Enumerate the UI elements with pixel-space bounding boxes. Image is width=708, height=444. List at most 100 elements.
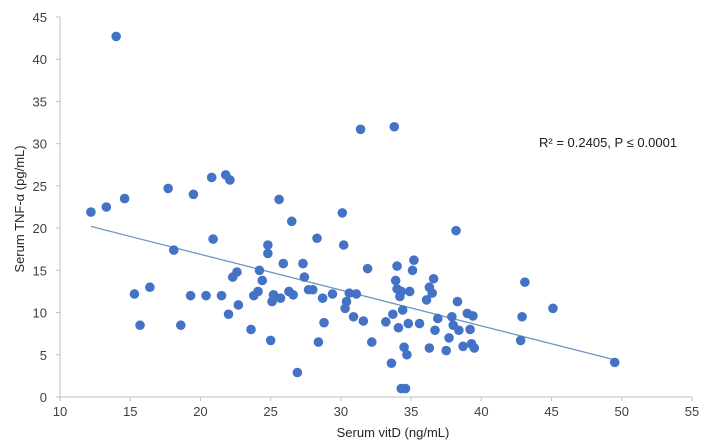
x-tick-label: 35 — [404, 404, 418, 419]
data-point — [452, 296, 463, 307]
data-point — [216, 290, 227, 301]
y-tick-label: 25 — [33, 179, 47, 194]
data-point — [444, 333, 454, 343]
y-tick-labels: 0 5 10 15 20 25 30 35 40 45 — [33, 10, 60, 405]
data-point — [441, 345, 452, 356]
data-point — [447, 311, 457, 322]
data-point — [348, 311, 359, 322]
data-point — [206, 172, 217, 183]
data-point — [451, 225, 461, 236]
y-tick-label: 35 — [33, 94, 47, 109]
y-tick-label: 40 — [33, 52, 47, 67]
data-point — [421, 295, 432, 305]
data-point — [388, 309, 398, 320]
data-point — [313, 337, 324, 347]
data-point — [288, 290, 298, 300]
x-tick-label: 10 — [53, 404, 67, 419]
data-point — [101, 202, 112, 212]
data-point — [257, 275, 268, 286]
data-point — [175, 320, 186, 331]
data-point — [428, 273, 439, 284]
data-point — [208, 234, 218, 244]
data-point — [292, 367, 303, 378]
data-point — [246, 324, 256, 335]
data-point — [299, 272, 310, 282]
data-point — [263, 240, 273, 250]
data-point — [286, 216, 297, 227]
x-tick-label: 20 — [193, 404, 207, 419]
data-point — [298, 258, 308, 269]
data-point — [312, 233, 322, 244]
y-tick-label: 15 — [33, 263, 47, 278]
data-point — [399, 342, 409, 352]
data-point — [341, 296, 352, 307]
data-point — [86, 207, 96, 217]
data-point — [424, 343, 435, 353]
y-tick-label: 45 — [33, 10, 47, 25]
data-point — [515, 335, 526, 346]
data-point — [338, 240, 349, 250]
data-point — [396, 286, 407, 297]
data-point — [403, 318, 414, 329]
data-point — [414, 318, 425, 329]
data-point — [351, 289, 362, 299]
data-point — [362, 263, 373, 274]
data-point — [185, 290, 196, 301]
data-point — [468, 311, 478, 321]
data-point — [390, 275, 401, 286]
data-point — [253, 286, 263, 297]
data-point — [458, 341, 468, 352]
x-tick-label: 30 — [334, 404, 348, 419]
x-tick-label: 50 — [615, 404, 629, 419]
data-point — [609, 357, 620, 368]
data-point — [129, 289, 140, 299]
data-point — [358, 316, 369, 326]
x-axis-title: Serum vitD (ng/mL) — [337, 425, 450, 440]
data-point — [402, 349, 412, 360]
y-tick-label: 20 — [33, 221, 47, 236]
x-tick-label: 55 — [685, 404, 699, 419]
data-point — [223, 309, 234, 320]
x-tick-label: 45 — [544, 404, 558, 419]
data-point — [275, 293, 286, 304]
data-point — [254, 265, 265, 276]
data-point — [389, 121, 400, 132]
y-tick-label: 0 — [40, 390, 47, 405]
data-point — [404, 286, 415, 297]
data-point — [263, 248, 273, 259]
data-point — [344, 288, 355, 298]
data-point — [366, 337, 377, 347]
data-point — [201, 290, 211, 301]
data-point — [520, 277, 530, 287]
x-tick-label: 40 — [474, 404, 488, 419]
data-point — [188, 189, 199, 200]
data-point — [517, 311, 527, 322]
data-point — [327, 289, 338, 299]
data-point — [465, 324, 475, 335]
data-point — [308, 284, 318, 295]
data-point — [337, 208, 348, 218]
data-point — [232, 267, 242, 277]
data-point — [432, 313, 443, 324]
data-point — [317, 293, 328, 304]
y-tick-label: 5 — [40, 348, 47, 363]
data-point — [392, 261, 402, 271]
data-point — [454, 325, 464, 336]
data-point — [225, 175, 235, 185]
data-point — [400, 383, 411, 394]
data-point — [145, 282, 155, 293]
data-point — [135, 320, 145, 331]
r-squared-annotation: R² = 0.2405, P ≤ 0.0001 — [539, 135, 677, 150]
data-point — [278, 258, 289, 269]
data-point — [111, 31, 121, 42]
data-point — [265, 335, 276, 346]
data-point — [163, 183, 173, 194]
data-point — [407, 265, 418, 276]
y-tick-label: 10 — [33, 306, 47, 321]
data-point — [393, 322, 404, 333]
data-point — [469, 343, 480, 353]
data-point — [381, 317, 391, 327]
data-point — [430, 325, 440, 336]
data-point — [168, 245, 179, 255]
